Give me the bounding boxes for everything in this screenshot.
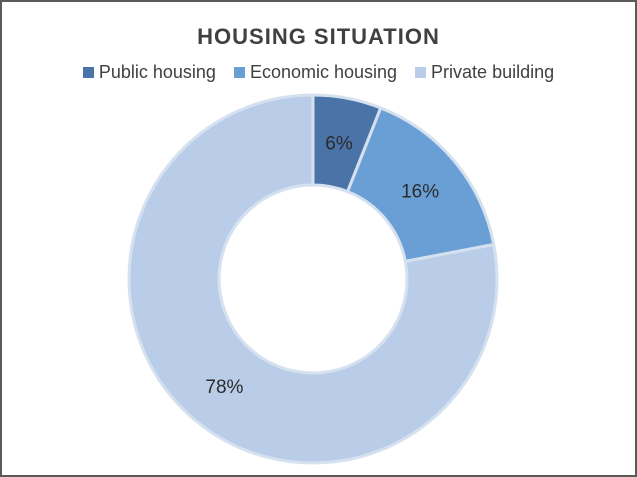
data-label-private-building: 78% <box>205 377 243 398</box>
donut-slice-economic-housing <box>345 105 496 264</box>
legend-label-private-building: Private building <box>431 62 555 82</box>
legend-swatch-private-building <box>415 67 427 78</box>
data-label-public-housing: 6% <box>325 133 353 154</box>
legend-swatch-economic-housing <box>233 67 245 78</box>
donut-slice-private-building <box>127 93 499 465</box>
legend-label-public-housing: Public housing <box>98 62 216 82</box>
legend-item-private-building: Private building <box>415 62 554 83</box>
legend-item-economic-housing: Economic housing <box>233 62 398 83</box>
data-label-economic-housing: 16% <box>401 181 439 202</box>
legend-item-public-housing: Public housing <box>82 62 216 83</box>
legend-label-economic-housing: Economic housing <box>249 62 398 82</box>
chart-title: HOUSING SITUATION <box>197 24 440 49</box>
chart-legend: Public housing Economic housing Private … <box>2 62 635 83</box>
legend-swatch-public-housing <box>82 67 94 78</box>
